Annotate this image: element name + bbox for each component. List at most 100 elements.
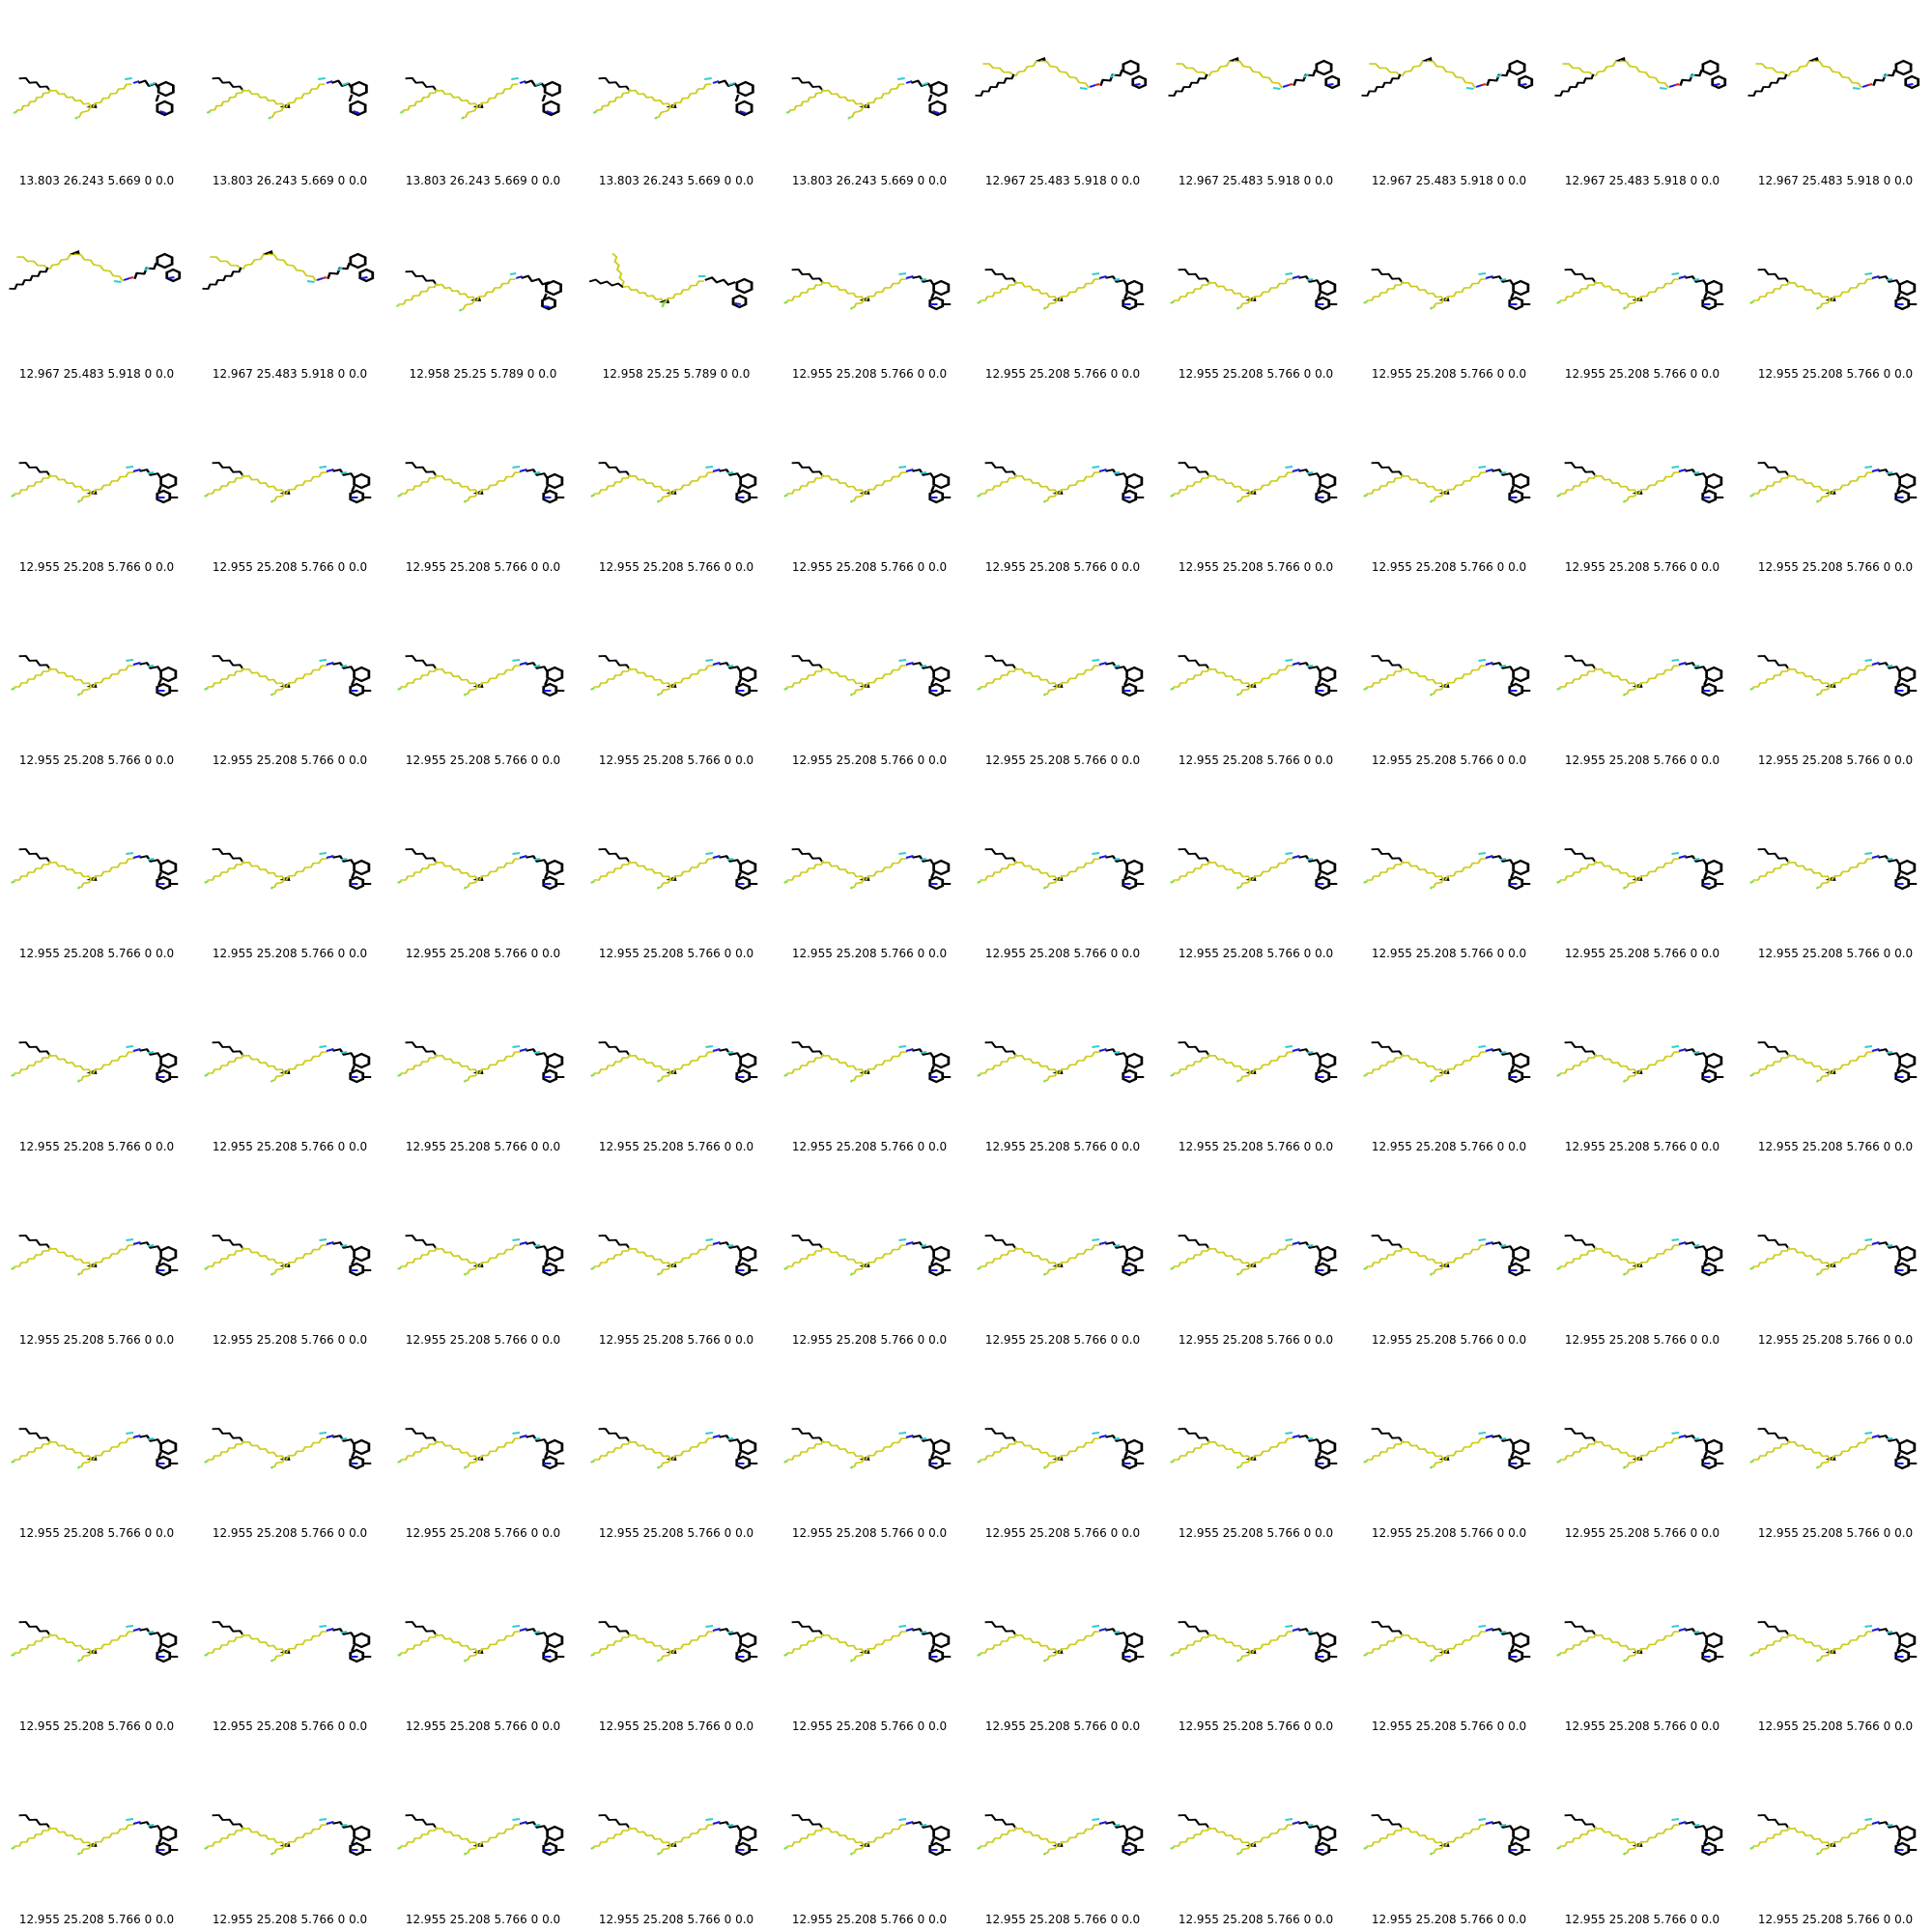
alkyl-chain xyxy=(1371,1235,1405,1250)
structure-group xyxy=(1170,1235,1338,1277)
chain-end xyxy=(204,1653,210,1657)
amine-n xyxy=(1098,275,1107,279)
fluoro-group xyxy=(898,272,907,275)
tail-chain xyxy=(593,1053,632,1074)
chain xyxy=(1596,1440,1638,1461)
molecule-cell: 12.955 25.208 5.766 0 0.0 xyxy=(193,386,386,580)
chain xyxy=(478,665,521,688)
tail-chain xyxy=(1366,667,1405,688)
molecule-cell: 12.955 25.208 5.766 0 0.0 xyxy=(1546,1546,1739,1739)
alkyl-chain xyxy=(1564,462,1598,477)
score-label: 12.955 25.208 5.766 0 0.0 xyxy=(1757,1526,1914,1540)
side-chain xyxy=(79,684,93,696)
structure-group xyxy=(1170,1814,1338,1857)
structure-group xyxy=(9,250,182,290)
molecule-structure xyxy=(397,462,565,504)
chain xyxy=(285,1437,327,1461)
fluoro-group xyxy=(126,852,134,855)
molecule-structure xyxy=(11,1428,179,1470)
tail-chain xyxy=(1559,1633,1598,1654)
aromatic-ring xyxy=(1315,1262,1331,1277)
side-chain xyxy=(1238,1843,1252,1855)
fluoro-group xyxy=(147,1437,155,1440)
molecule-cell: 12.955 25.208 5.766 0 0.0 xyxy=(966,773,1159,966)
chain xyxy=(823,1634,866,1654)
side-chain xyxy=(1045,1843,1059,1855)
aromatic-ring xyxy=(1701,296,1718,311)
structure-group xyxy=(1363,1814,1531,1857)
chain-end xyxy=(1170,1653,1176,1657)
chain-end xyxy=(1815,1272,1820,1276)
tail-chain xyxy=(980,1439,1018,1461)
chain-end xyxy=(1429,693,1434,696)
fluoro-group xyxy=(126,659,134,662)
tail-chain xyxy=(786,1246,825,1267)
fluoro-group xyxy=(1306,1244,1314,1247)
chain-end xyxy=(270,1659,274,1662)
molecule-cell: 12.955 25.208 5.766 0 0.0 xyxy=(1739,1739,1932,1932)
aromatic-ring xyxy=(542,1262,558,1277)
alkyl-chain xyxy=(1178,1621,1211,1636)
molecule-cell: 12.955 25.208 5.766 0 0.0 xyxy=(1352,773,1546,966)
aromatic-ring xyxy=(546,666,564,683)
chain-end xyxy=(977,1266,982,1270)
linker xyxy=(717,79,740,90)
aromatic-ring xyxy=(1508,1648,1524,1663)
amine-n xyxy=(1678,1628,1687,1632)
aromatic-ring xyxy=(735,1648,752,1663)
linker xyxy=(912,469,936,480)
chain-end xyxy=(1622,1659,1627,1662)
bond xyxy=(737,1065,742,1072)
aromatic-ring xyxy=(1894,1262,1911,1277)
fluoro-group xyxy=(1092,1238,1100,1241)
molecule-structure xyxy=(1170,1041,1338,1084)
chain-end xyxy=(783,1460,789,1463)
score-label: 12.955 25.208 5.766 0 0.0 xyxy=(1178,947,1334,960)
aromatic-ring xyxy=(1904,74,1920,90)
chain xyxy=(50,1440,93,1461)
bond xyxy=(930,485,935,493)
fluoro-group xyxy=(1079,87,1088,90)
aromatic-ring xyxy=(1315,489,1331,504)
tail-chain xyxy=(1173,1053,1211,1074)
tail-chain xyxy=(207,1246,245,1267)
aromatic-ring xyxy=(1319,279,1337,297)
fluoro-group xyxy=(126,466,134,469)
linker xyxy=(719,1435,743,1446)
linker xyxy=(139,1435,163,1446)
score-label: 12.955 25.208 5.766 0 0.0 xyxy=(1371,753,1527,767)
chain xyxy=(50,861,93,881)
chain-end xyxy=(590,1460,596,1463)
alkyl-chain xyxy=(1564,1235,1598,1250)
tail-chain xyxy=(400,473,439,495)
molecule-cell: 12.955 25.208 5.766 0 0.0 xyxy=(773,773,966,966)
molecule-structure xyxy=(1363,1621,1531,1663)
aromatic-ring xyxy=(545,279,563,297)
amine-n xyxy=(132,1821,141,1825)
alkyl-chain xyxy=(984,1621,1018,1636)
alkyl-chain xyxy=(1178,1041,1211,1057)
alkyl-chain xyxy=(212,1621,245,1636)
linker xyxy=(912,275,936,287)
chain-end xyxy=(11,1653,16,1657)
chain-end xyxy=(656,1465,661,1469)
alkyl-chain xyxy=(1371,848,1405,864)
amine-n xyxy=(316,277,324,281)
chain-end xyxy=(977,494,982,497)
aromatic-ring xyxy=(159,1825,178,1842)
chain-end xyxy=(11,687,16,691)
amine-n xyxy=(712,1628,721,1632)
fluoro-group xyxy=(898,1432,907,1435)
structure-group xyxy=(977,269,1145,311)
side-chain xyxy=(852,1457,866,1468)
molecule-structure xyxy=(590,1041,758,1084)
amine-n xyxy=(1678,855,1687,859)
chain xyxy=(865,83,905,108)
molecule-structure xyxy=(397,1041,565,1084)
aromatic-ring xyxy=(1508,1068,1524,1084)
fluoro-group xyxy=(1285,1045,1293,1048)
aromatic-ring xyxy=(735,682,752,697)
tail-chain xyxy=(14,1053,52,1074)
linker xyxy=(719,1048,743,1060)
fluoro-group xyxy=(705,1432,714,1435)
